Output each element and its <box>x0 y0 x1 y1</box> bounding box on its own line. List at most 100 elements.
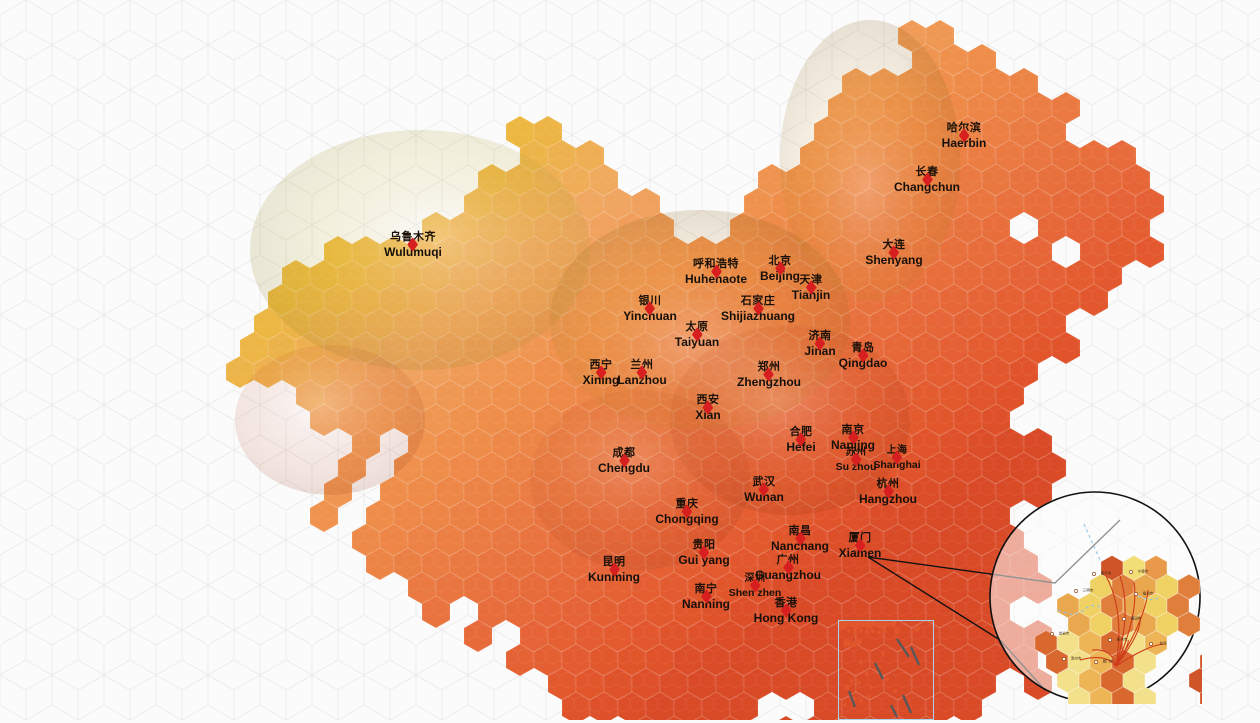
city-marker-xiamen[interactable]: 厦门Xiamen <box>839 533 882 560</box>
city-marker-guangzhou[interactable]: 广州 Guangzhou <box>755 555 821 582</box>
city-name-en: Nanjing <box>831 438 875 452</box>
city-name-cn: 合肥 <box>786 427 815 438</box>
map-pin-icon <box>698 545 711 560</box>
city-name-cn: 成都 <box>598 448 650 459</box>
map-pin-icon <box>748 578 761 593</box>
city-marker-nanjing[interactable]: 南京 Nanjing <box>831 425 875 452</box>
magnifier-hex-tile[interactable] <box>1199 687 1202 704</box>
magnifier-city-dot <box>1122 617 1126 621</box>
city-marker-yinchuan[interactable]: 银川 Yinchuan <box>623 296 677 323</box>
city-marker-haerbin[interactable]: 哈尔滨 Haerbin <box>942 123 987 150</box>
city-marker-zhengzhou[interactable]: 郑州 Zhengzhou <box>737 362 801 389</box>
island-dot <box>857 681 861 685</box>
island-dot <box>867 649 871 653</box>
city-marker-su-zhou[interactable]: 苏州Su zhou <box>836 447 877 473</box>
magnifier-city-dot <box>1134 592 1138 596</box>
city-name-en: Su zhou <box>835 461 877 473</box>
city-marker-xian[interactable]: 西安 Xian <box>695 395 720 422</box>
city-marker-chongqing[interactable]: 重庆 Chongqing <box>655 499 719 526</box>
city-marker-shanghai[interactable]: 上海Shanghai <box>873 445 920 471</box>
island-dot <box>867 695 871 699</box>
fujian-magnifier-inset[interactable] <box>988 490 1202 704</box>
city-marker-nanning[interactable]: 南宁 Nanning <box>682 584 730 611</box>
city-marker-shen-zhen[interactable]: 深圳Shen zhen <box>729 573 782 599</box>
magnifier-city-dot <box>1050 632 1054 636</box>
city-name-cn: 长春 <box>894 167 960 178</box>
map-pin-icon <box>700 589 713 604</box>
island-dot <box>890 621 896 627</box>
magnifier-hexagons <box>1034 555 1202 704</box>
south-china-sea-inset <box>838 620 934 720</box>
city-marker-tianjin[interactable]: 天津 Tianjin <box>792 275 830 302</box>
magnifier-hex-tile[interactable] <box>1188 667 1202 694</box>
island-dot <box>843 639 851 647</box>
island-dot <box>884 621 890 627</box>
flow-line <box>1115 617 1141 667</box>
island-dot <box>869 685 873 689</box>
city-name-cn: 南昌 <box>771 526 829 537</box>
city-name-en: Wulumuqi <box>384 245 442 259</box>
magnifier-hex-tile[interactable] <box>1133 686 1157 704</box>
city-name-cn: 青岛 <box>839 343 888 354</box>
city-name-cn: 重庆 <box>655 499 718 510</box>
city-marker-gui-yang[interactable]: 贵阳 Gui yang <box>678 540 729 567</box>
island-dot <box>856 639 862 645</box>
flow-line <box>1115 581 1136 667</box>
city-name-cn: 西宁 <box>583 360 620 371</box>
island-dot <box>865 621 873 629</box>
island-dot <box>838 620 848 630</box>
island-dot <box>883 629 887 633</box>
city-marker-hefei[interactable]: 合肥 Hefei <box>786 427 815 454</box>
city-name-en: Changchun <box>894 180 960 194</box>
city-name-en: Nanchang <box>770 539 830 553</box>
sea-inset-islands <box>838 620 921 718</box>
island-dot <box>843 703 847 707</box>
city-marker-hangzhou[interactable]: 杭州 Hangzhou <box>859 479 917 506</box>
island-dot <box>914 626 920 632</box>
map-pin-icon <box>921 172 934 187</box>
city-name-cn: 郑州 <box>737 362 801 373</box>
flow-line <box>1115 643 1165 667</box>
city-name-en: Kunming <box>588 570 640 584</box>
city-marker-lanzhou[interactable]: 兰州 Lanzhou <box>617 360 666 387</box>
island-dot <box>893 689 897 693</box>
city-marker-beijing[interactable]: 北京 Beijing <box>760 256 800 283</box>
city-name-en: Qingdao <box>838 356 888 370</box>
flow-line <box>1115 575 1126 667</box>
map-pin-icon <box>635 365 648 380</box>
city-marker-shijiazhuang[interactable]: 石家庄 Shijiazhuang <box>721 296 795 323</box>
island-dot <box>860 621 866 627</box>
island-dot <box>885 677 889 681</box>
magnifier-water-line <box>1137 595 1159 601</box>
map-pin-icon <box>856 348 869 363</box>
city-marker-shenyang[interactable]: 大连 Shenyang <box>865 240 922 267</box>
magnifier-hex-tile[interactable] <box>1177 611 1201 638</box>
city-name-en: Chongqing <box>655 512 719 526</box>
magnifier-city-dot <box>1094 660 1098 664</box>
city-marker-nanchang[interactable]: 南昌 Nanchang <box>770 526 830 553</box>
city-name-en: Chengdu <box>598 461 650 475</box>
city-name-cn: 天津 <box>792 275 830 286</box>
city-marker-huhehaote[interactable]: 呼和浩特 Huhehaote <box>685 259 747 286</box>
island-dot <box>859 699 863 703</box>
city-name-cn: 哈尔滨 <box>942 123 987 134</box>
city-marker-wuhan[interactable]: 武汉 Wuhan <box>744 477 784 504</box>
magnifier-hex-tile[interactable] <box>1199 649 1202 674</box>
city-marker-qingdao[interactable]: 青岛 Qingdao <box>838 343 888 370</box>
city-name-cn: 兰州 <box>617 360 666 371</box>
city-marker-hong-kong[interactable]: 香港 Hong Kong <box>753 598 819 625</box>
city-marker-wulumuqi[interactable]: 乌鲁木齐 Wulumuqi <box>384 232 442 259</box>
city-marker-kunming[interactable]: 昆明 Kunming <box>588 557 640 584</box>
city-marker-changchun[interactable]: 长春 Changchun <box>894 167 960 194</box>
city-name-cn: 大连 <box>865 240 922 251</box>
city-marker-chengdu[interactable]: 成都 Chengdu <box>598 448 650 475</box>
island-dot <box>849 679 853 683</box>
map-pin-icon <box>854 538 867 553</box>
city-name-en: Hong Kong <box>753 611 819 625</box>
city-name-en: Wuhan <box>744 490 784 504</box>
city-marker-xining[interactable]: 西宁 Xining <box>583 360 620 387</box>
map-pin-icon <box>847 430 860 445</box>
city-marker-jinan[interactable]: 济南 Jinan <box>804 331 835 358</box>
city-marker-taiyuan[interactable]: 太原 Taiyuan <box>675 322 719 349</box>
